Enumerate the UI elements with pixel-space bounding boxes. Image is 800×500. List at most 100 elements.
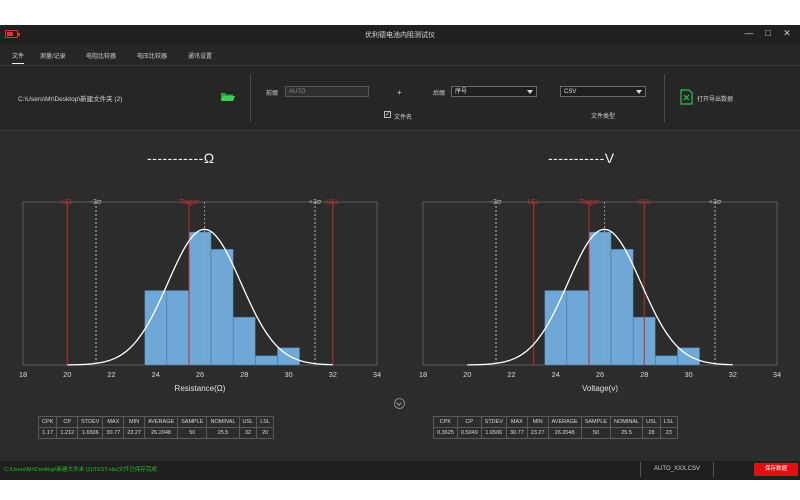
stats-value-cell: 50 xyxy=(580,427,612,439)
tab-measure-record[interactable]: 测量/记录 xyxy=(40,54,66,60)
limit-label: +3σ xyxy=(309,199,322,206)
toolbar-divider xyxy=(250,74,251,122)
x-tick-label: 20 xyxy=(463,370,471,379)
limit-label: Target xyxy=(179,199,199,206)
limit-label: USL xyxy=(637,199,651,206)
tab-file[interactable]: 文件 xyxy=(12,51,25,64)
stats-value-row: 0.3625 0.5049 1.6506 30.77 23.27 26.2048 50 25.… xyxy=(433,427,678,439)
tab-resistance-comparator[interactable]: 电阻比较器 xyxy=(86,54,117,60)
stats-header-row: CPK CP STDEV MAX MIN AVERAGE SAMPLE NOMINAL USL L… xyxy=(37,416,275,428)
x-tick-label: 26 xyxy=(596,370,604,379)
filename-checkbox-label: 文件名 xyxy=(394,115,413,121)
battery-icon xyxy=(5,30,20,38)
x-tick-label: 24 xyxy=(152,370,160,379)
stats-value-cell: 50 xyxy=(177,427,208,439)
stats-value-cell: 23 xyxy=(659,427,678,439)
tab-voltage-comparator[interactable]: 电压比较器 xyxy=(137,54,168,60)
x-tick-label: 24 xyxy=(552,370,560,379)
x-tick-label: 22 xyxy=(507,370,515,379)
export-data-label[interactable]: 打开导出数据 xyxy=(697,97,734,103)
chevron-down-icon xyxy=(636,90,642,94)
histogram-bar xyxy=(544,290,568,366)
x-tick-label: 32 xyxy=(729,370,737,379)
stats-header-cell: LSL xyxy=(256,416,275,428)
resistance-stats-table: CPK CP STDEV MAX MIN AVERAGE SAMPLE NOMINAL USL L… xyxy=(37,416,275,439)
histogram-bar xyxy=(232,316,256,366)
title-bar: 优利德电池内阻测试仪 — □ ✕ xyxy=(0,25,800,45)
prefix-input[interactable]: AUTO xyxy=(285,86,369,97)
histogram-bar xyxy=(210,249,234,366)
file-type-value: CSV xyxy=(564,89,577,95)
normal-curve xyxy=(467,228,733,366)
stats-header-cell: NOMINAL xyxy=(610,416,644,428)
export-file-icon[interactable] xyxy=(680,89,693,105)
file-type-select[interactable]: CSV xyxy=(560,86,646,97)
stats-header-cell: CP xyxy=(456,416,482,428)
x-axis-label: Resistance(Ω) xyxy=(175,384,226,393)
x-tick-label: 20 xyxy=(63,370,71,379)
chart-title-resistance: -----------Ω xyxy=(147,150,215,166)
stats-header-cell: USL xyxy=(642,416,661,428)
stats-header-cell: MIN xyxy=(526,416,549,428)
x-tick-label: 30 xyxy=(284,370,292,379)
suffix-select[interactable]: 序号 xyxy=(451,86,537,97)
maximize-button[interactable]: □ xyxy=(765,28,771,38)
stats-value-cell: 25.5 xyxy=(610,427,644,439)
stats-value-cell: 1.6506 xyxy=(77,427,104,439)
normal-curve xyxy=(67,228,333,366)
plus-label: + xyxy=(397,88,402,97)
stats-value-cell: 20 xyxy=(256,427,275,439)
save-path: C:\Users\Mr\Desktop\新建文件夹 (2) xyxy=(18,96,123,103)
histogram-bar xyxy=(166,290,190,366)
histogram-bar xyxy=(655,355,678,366)
voltage-stats-table: CPK CP STDEV MAX MIN AVERAGE SAMPLE NOMINAL USL L… xyxy=(433,416,678,439)
status-indicator[interactable]: 保存数据 xyxy=(754,463,798,476)
stats-header-cell: LSL xyxy=(659,416,678,428)
stats-header-cell: CP xyxy=(56,416,79,428)
histogram-bar xyxy=(610,249,634,366)
chart-title-voltage: -----------V xyxy=(548,150,615,166)
stats-header-cell: SAMPLE xyxy=(177,416,208,428)
x-tick-label: 28 xyxy=(640,370,648,379)
stats-value-cell: 0.3625 xyxy=(433,427,458,439)
stats-header-cell: MAX xyxy=(102,416,125,428)
stats-value-cell: 30.77 xyxy=(506,427,528,439)
x-tick-label: 30 xyxy=(684,370,692,379)
stats-value-cell: 1.6506 xyxy=(480,427,508,439)
limit-label: -3σ xyxy=(91,199,102,206)
status-message: C:\Users\Mr\Desktop\新建文件夹 (2)\TEST.xlsx文… xyxy=(4,467,157,473)
stats-header-cell: STDEV xyxy=(77,416,104,428)
folder-open-icon[interactable] xyxy=(220,91,235,102)
stats-header-cell: NOMINAL xyxy=(206,416,240,428)
stats-header-cell: SAMPLE xyxy=(580,416,612,428)
file-toolbar: C:\Users\Mr\Desktop\新建文件夹 (2) 前缀 AUTO + … xyxy=(0,66,800,131)
x-tick-label: 34 xyxy=(773,370,781,379)
stats-value-cell: 32 xyxy=(238,427,258,439)
limit-label: -3σ xyxy=(491,199,502,206)
stats-header-cell: AVERAGE xyxy=(547,416,582,428)
stats-value-cell: 23.27 xyxy=(123,427,145,439)
stats-header-cell: STDEV xyxy=(480,416,508,428)
stats-header-cell: USL xyxy=(238,416,258,428)
x-tick-label: 18 xyxy=(419,370,427,379)
stats-value-cell: 1.212 xyxy=(56,427,79,439)
stats-value-cell: 28 xyxy=(642,427,661,439)
tab-communication-settings[interactable]: 通讯设置 xyxy=(188,54,213,60)
filename-checkbox[interactable]: ✓ xyxy=(384,111,391,118)
tab-bar: 文件 测量/记录 电阻比较器 电压比较器 通讯设置 xyxy=(0,45,800,66)
x-tick-label: 32 xyxy=(329,370,337,379)
stats-header-cell: MAX xyxy=(506,416,528,428)
histogram-bar xyxy=(255,355,278,366)
suffix-select-value: 序号 xyxy=(455,89,468,95)
close-button[interactable]: ✕ xyxy=(783,28,791,38)
status-bar xyxy=(0,461,800,480)
stats-value-cell: 25.5 xyxy=(206,427,240,439)
toolbar-divider xyxy=(664,74,665,122)
histogram-bar xyxy=(566,290,590,366)
swap-chevron-icon[interactable] xyxy=(394,398,405,409)
limit-label: LSL xyxy=(61,199,74,206)
minimize-button[interactable]: — xyxy=(744,28,754,38)
limit-label: USL xyxy=(326,199,340,206)
limit-label: LSL xyxy=(527,199,540,206)
stats-value-row: 1.17 1.212 1.6506 30.77 23.27 26.2048 50 25.5 32… xyxy=(37,427,275,439)
